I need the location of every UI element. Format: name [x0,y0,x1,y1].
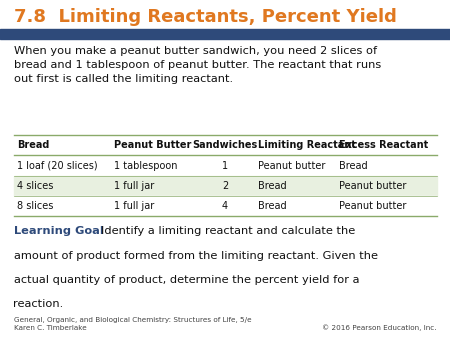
Text: 1 loaf (20 slices): 1 loaf (20 slices) [17,161,98,171]
Text: Bread: Bread [258,181,287,191]
Text: 1 full jar: 1 full jar [114,201,154,211]
Bar [0,29,450,39]
Text: Limiting Reactant: Limiting Reactant [258,140,356,150]
Text: © 2016 Pearson Education, Inc.: © 2016 Pearson Education, Inc. [322,324,436,331]
Text: When you make a peanut butter sandwich, you need 2 slices of
bread and 1 tablesp: When you make a peanut butter sandwich, … [14,46,381,84]
Bar [14,176,436,196]
Text: Excess Reactant: Excess Reactant [339,140,428,150]
Bar [14,196,436,216]
Text: 7.8  Limiting Reactants, Percent Yield: 7.8 Limiting Reactants, Percent Yield [14,8,396,26]
Text: 4: 4 [222,201,228,211]
Text: Peanut butter: Peanut butter [258,161,325,171]
Text: Peanut Butter: Peanut Butter [114,140,191,150]
Text: 1: 1 [222,161,228,171]
Text: General, Organic, and Biological Chemistry: Structures of Life, 5/e
Karen C. Tim: General, Organic, and Biological Chemist… [14,317,251,331]
Text: Learning Goal: Learning Goal [14,226,104,237]
Bar [14,155,436,176]
Text: actual quantity of product, determine the percent yield for a: actual quantity of product, determine th… [14,275,359,285]
Text: Bread: Bread [258,201,287,211]
Text: Peanut butter: Peanut butter [339,181,406,191]
Text: Identify a limiting reactant and calculate the: Identify a limiting reactant and calcula… [101,226,356,237]
Text: Sandwiches: Sandwiches [193,140,257,150]
Text: Peanut butter: Peanut butter [339,201,406,211]
Text: Bread: Bread [339,161,368,171]
Text: 8 slices: 8 slices [17,201,54,211]
Text: 4 slices: 4 slices [17,181,54,191]
Text: 2: 2 [222,181,228,191]
Bar [14,135,436,155]
Text: 1 full jar: 1 full jar [114,181,154,191]
Text: amount of product formed from the limiting reactant. Given the: amount of product formed from the limiti… [14,251,378,261]
Text: 1 tablespoon: 1 tablespoon [114,161,177,171]
Text: Bread: Bread [17,140,50,150]
Text: reaction.: reaction. [14,299,64,310]
